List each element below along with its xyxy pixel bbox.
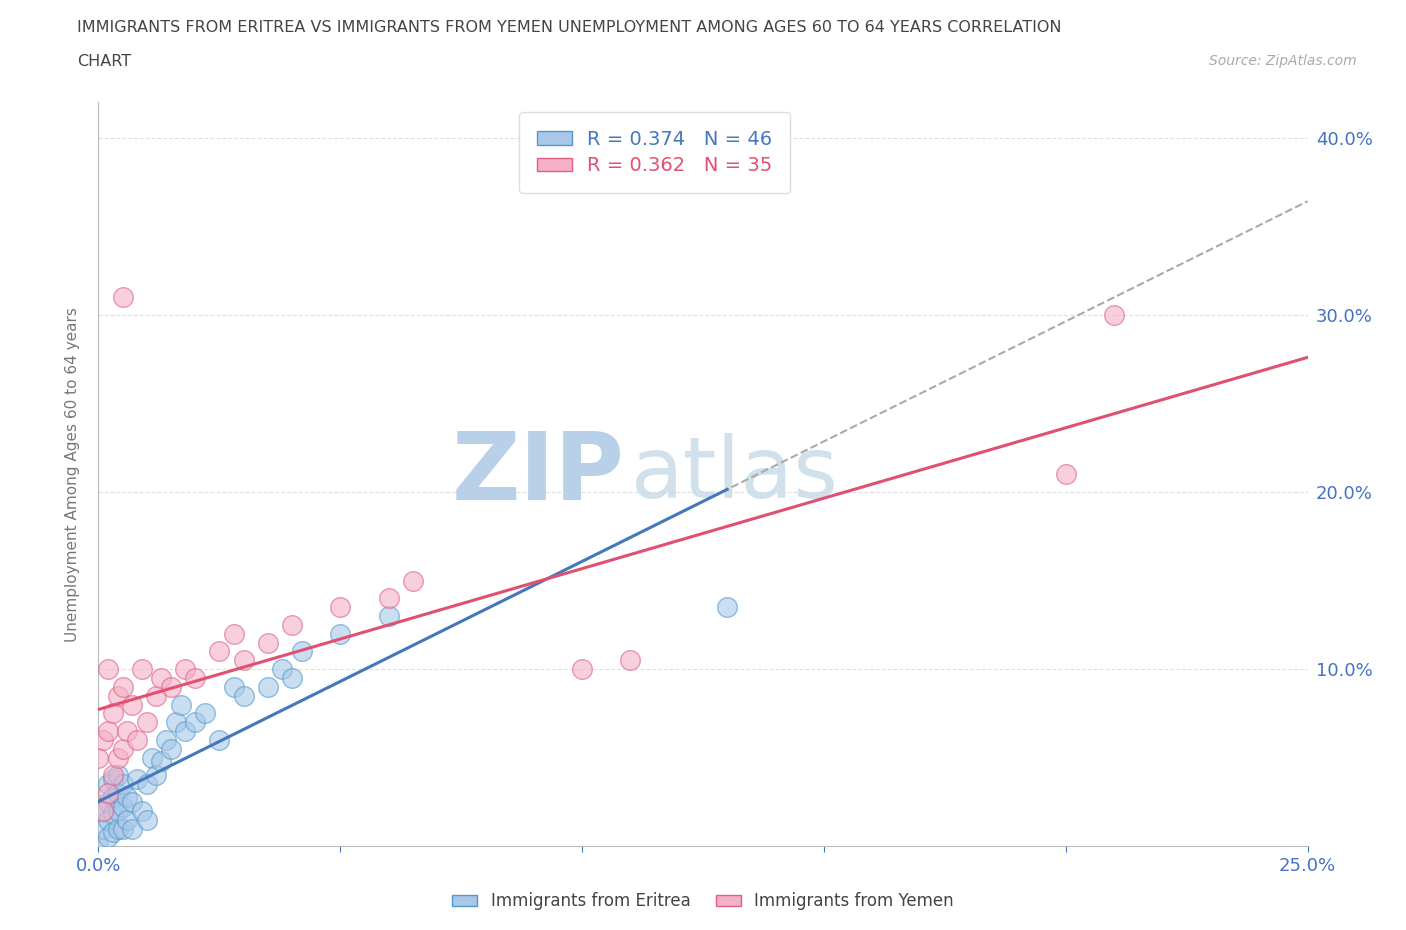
Point (91, 821, 114, 836)
Point (145, 768, 167, 783)
Point (107, 804, 129, 818)
Point (232, 688, 254, 703)
Text: IMMIGRANTS FROM ERITREA VS IMMIGRANTS FROM YEMEN UNEMPLOYMENT AMONG AGES 60 TO 6: IMMIGRANTS FROM ERITREA VS IMMIGRANTS FR… (77, 20, 1062, 35)
Point (290, 644, 312, 658)
Text: ZIP: ZIP (451, 429, 624, 520)
Point (127, 733, 149, 748)
Point (184, 715, 207, 730)
Point (107, 786, 129, 801)
Point (222, 626, 245, 641)
Text: CHART: CHART (77, 54, 131, 69)
Point (169, 698, 191, 712)
Point (194, 706, 217, 721)
Point (97, 724, 120, 738)
Point (111, 290, 134, 305)
Point (174, 724, 197, 738)
Point (97, 830, 120, 844)
Point (117, 790, 139, 804)
Point (97, 777, 120, 791)
Point (232, 653, 254, 668)
Point (121, 698, 143, 712)
Point (145, 688, 167, 703)
Point (107, 688, 129, 703)
Point (111, 800, 134, 815)
Point (107, 768, 129, 783)
Point (135, 812, 157, 827)
Point (117, 812, 139, 827)
Point (107, 751, 129, 765)
Point (160, 680, 183, 695)
Point (131, 804, 153, 818)
Point (111, 741, 134, 756)
Point (101, 768, 124, 783)
Point (402, 573, 425, 588)
Point (377, 608, 399, 623)
Point (1054, 467, 1077, 482)
Point (571, 662, 593, 677)
Point (256, 635, 278, 650)
Point (716, 600, 738, 615)
Point (141, 751, 163, 765)
Point (135, 777, 157, 791)
Point (174, 662, 197, 677)
Point (1102, 308, 1125, 323)
Point (101, 706, 124, 721)
Point (97, 812, 120, 827)
Point (111, 821, 134, 836)
Point (619, 653, 641, 668)
Point (121, 794, 143, 809)
Point (150, 671, 173, 685)
Point (135, 715, 157, 730)
Point (87, 751, 110, 765)
Text: Source: ZipAtlas.com: Source: ZipAtlas.com (1209, 54, 1357, 68)
Point (97, 794, 120, 809)
Point (377, 591, 399, 605)
Point (101, 772, 124, 787)
Point (165, 715, 187, 730)
Point (91, 804, 114, 818)
Point (111, 680, 134, 695)
Point (97, 662, 120, 677)
Point (87, 839, 110, 854)
Point (97, 786, 120, 801)
Point (208, 733, 231, 748)
Point (256, 680, 278, 695)
Text: atlas: atlas (630, 432, 838, 516)
Point (222, 680, 245, 695)
Point (101, 825, 124, 840)
Point (160, 741, 183, 756)
Point (271, 662, 294, 677)
Point (329, 600, 352, 615)
Point (127, 772, 149, 787)
Point (131, 662, 153, 677)
Point (281, 618, 304, 632)
Y-axis label: Unemployment Among Ages 60 to 64 years: Unemployment Among Ages 60 to 64 years (65, 307, 80, 642)
Point (208, 644, 231, 658)
Point (91, 733, 114, 748)
Point (121, 821, 143, 836)
Point (117, 724, 139, 738)
Point (101, 790, 124, 804)
Point (111, 777, 134, 791)
Legend: R = 0.374   N = 46, R = 0.362   N = 35: R = 0.374 N = 46, R = 0.362 N = 35 (519, 112, 790, 193)
Point (329, 626, 352, 641)
Point (91, 804, 114, 818)
Point (184, 671, 207, 685)
Point (155, 733, 177, 748)
Point (150, 754, 173, 769)
Point (101, 807, 124, 822)
Legend: Immigrants from Eritrea, Immigrants from Yemen: Immigrants from Eritrea, Immigrants from… (446, 885, 960, 917)
Point (281, 671, 304, 685)
Point (107, 821, 129, 836)
